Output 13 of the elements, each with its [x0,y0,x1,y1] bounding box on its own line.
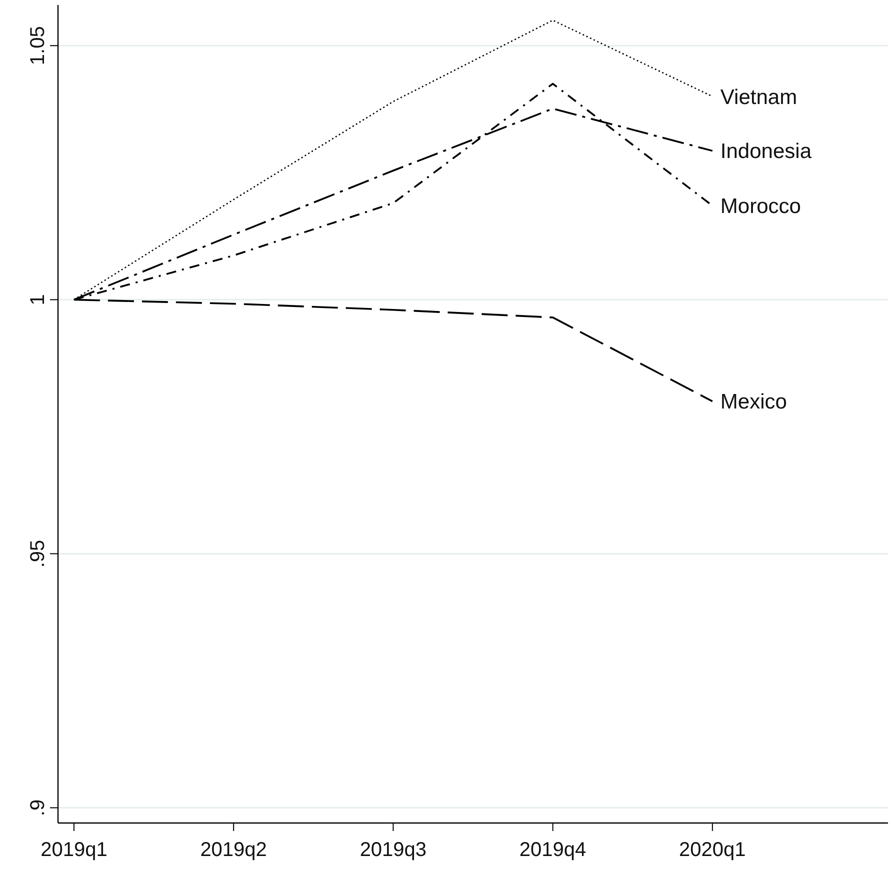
x-tick-label: 2019q4 [519,839,586,861]
series-label: Vietnam [720,86,798,109]
x-tick-label: 2019q3 [360,839,427,861]
series-label: Mexico [720,390,787,414]
series-label: Indonesia [720,140,812,164]
x-tick-label: 2020q1 [679,839,746,861]
y-tick-label: 1.05 [27,26,49,66]
y-tick-label: .95 [27,540,49,568]
x-tick-label: 2019q1 [40,839,108,861]
x-tick-label: 2019q2 [200,839,267,861]
y-tick-label: 1 [27,294,49,306]
y-tick-label: .9 [27,799,49,816]
series-label: Morocco [720,195,801,218]
